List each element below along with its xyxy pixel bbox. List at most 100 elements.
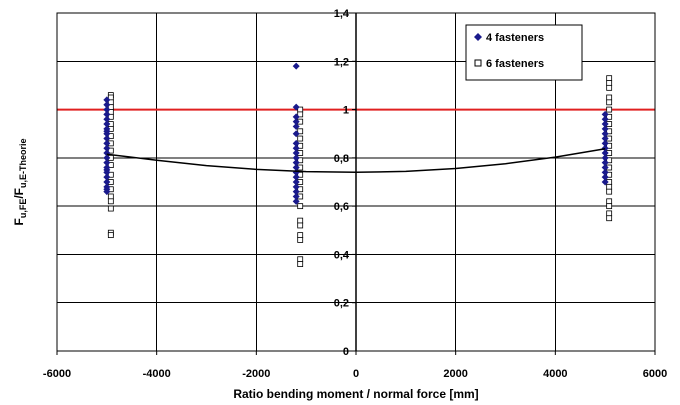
- data-point-4-fasteners: [292, 130, 300, 138]
- data-point-6-fasteners: [297, 237, 304, 243]
- data-point-4-fasteners: [103, 120, 111, 128]
- plot-border: [56, 12, 656, 352]
- data-point-6-fasteners: [297, 171, 304, 178]
- data-point-4-fasteners: [292, 144, 300, 152]
- data-point-4-fasteners: [601, 139, 609, 147]
- data-point-6-fasteners: [107, 162, 114, 169]
- data-point-6-fasteners: [297, 261, 304, 267]
- series-4-fasteners: [103, 62, 609, 205]
- data-point-4-fasteners: [103, 168, 111, 176]
- data-point-6-fasteners: [107, 198, 114, 205]
- y-axis-title-f: F: [12, 218, 26, 225]
- data-point-4-fasteners: [292, 159, 300, 167]
- y-tick-label: 1: [343, 105, 349, 117]
- data-point-4-fasteners: [601, 120, 609, 128]
- data-point-4-fasteners: [601, 159, 609, 167]
- data-point-6-fasteners: [297, 128, 304, 135]
- data-point-6-fasteners: [606, 113, 613, 120]
- data-point-4-fasteners: [292, 183, 300, 191]
- data-point-4-fasteners: [103, 173, 111, 181]
- data-point-6-fasteners: [606, 128, 613, 135]
- data-point-4-fasteners: [103, 188, 111, 196]
- data-point-6-fasteners: [606, 80, 613, 86]
- data-point-4-fasteners: [601, 115, 609, 123]
- data-point-6-fasteners: [606, 210, 613, 217]
- y-axis-title: Fu,FE/Fu,E-Theorie: [12, 138, 28, 225]
- x-tick-label: -2000: [242, 368, 270, 380]
- data-point-4-fasteners: [601, 178, 609, 186]
- y-tick-label: 0: [343, 346, 349, 358]
- data-point-6-fasteners: [107, 232, 114, 239]
- data-point-6-fasteners: [606, 188, 613, 195]
- data-point-4-fasteners: [292, 149, 300, 157]
- data-point-6-fasteners: [297, 256, 304, 263]
- x-tick-label: 2000: [443, 368, 467, 380]
- x-tick-label: -4000: [143, 368, 171, 380]
- trend-line: [106, 147, 606, 174]
- data-point-4-fasteners: [103, 106, 111, 114]
- data-point-4-fasteners: [103, 139, 111, 147]
- legend-diamond-marker: [474, 33, 482, 41]
- data-point-6-fasteners: [606, 171, 613, 178]
- series-6-fasteners: [107, 75, 613, 267]
- y-tick-label: 0,6: [334, 201, 349, 213]
- data-point-6-fasteners: [297, 157, 304, 164]
- data-point-6-fasteners: [297, 111, 304, 118]
- data-point-4-fasteners: [103, 96, 111, 104]
- y-axis-title-sub1: u,FE: [18, 199, 28, 219]
- legend-label-4-fasteners: 4 fasteners: [486, 32, 544, 44]
- data-point-6-fasteners: [606, 203, 613, 210]
- data-point-4-fasteners: [601, 135, 609, 143]
- data-point-6-fasteners: [606, 106, 613, 113]
- trend-line-group: [106, 147, 606, 174]
- x-tick-label: 0: [353, 368, 359, 380]
- y-tick-label: 0,8: [334, 153, 349, 165]
- data-point-4-fasteners: [103, 110, 111, 118]
- x-axis-title: Ratio bending moment / normal force [mm]: [233, 387, 478, 401]
- y-axis-title-mid: /F: [12, 188, 26, 199]
- data-point-6-fasteners: [297, 232, 304, 239]
- data-point-4-fasteners: [103, 130, 111, 138]
- data-point-4-fasteners: [292, 192, 300, 200]
- x-tick-labels: -6000 -4000 -2000 0 2000 4000 6000: [43, 368, 667, 380]
- data-point-4-fasteners: [292, 178, 300, 186]
- data-point-6-fasteners: [297, 203, 304, 210]
- data-point-4-fasteners: [103, 178, 111, 186]
- legend-label-6-fasteners: 6 fasteners: [486, 58, 544, 70]
- data-point-4-fasteners: [601, 130, 609, 138]
- axes: [56, 12, 656, 355]
- legend: 4 fasteners 6 fasteners: [465, 24, 583, 81]
- data-point-4-fasteners: [601, 110, 609, 118]
- data-point-4-fasteners: [292, 62, 300, 70]
- data-point-4-fasteners: [601, 149, 609, 157]
- data-point-4-fasteners: [292, 103, 300, 111]
- data-point-4-fasteners: [292, 122, 300, 130]
- data-point-6-fasteners: [107, 133, 114, 140]
- y-tick-label: 0,2: [334, 298, 349, 310]
- data-point-4-fasteners: [601, 144, 609, 152]
- x-tick-label: 6000: [643, 368, 667, 380]
- data-point-4-fasteners: [292, 197, 300, 205]
- y-tick-label: 1,4: [334, 8, 350, 20]
- data-point-4-fasteners: [601, 173, 609, 181]
- data-point-4-fasteners: [292, 154, 300, 162]
- data-point-6-fasteners: [606, 157, 613, 164]
- data-point-6-fasteners: [107, 205, 114, 212]
- data-point-6-fasteners: [107, 193, 114, 200]
- legend-box: [465, 24, 583, 81]
- data-point-4-fasteners: [292, 139, 300, 147]
- data-point-4-fasteners: [103, 135, 111, 143]
- data-point-6-fasteners: [297, 217, 304, 224]
- x-tick-label: 4000: [543, 368, 567, 380]
- data-point-6-fasteners: [297, 135, 304, 142]
- data-point-6-fasteners: [606, 142, 613, 149]
- data-point-6-fasteners: [606, 215, 613, 222]
- data-point-4-fasteners: [601, 168, 609, 176]
- data-point-4-fasteners: [601, 164, 609, 172]
- data-point-6-fasteners: [606, 99, 613, 106]
- data-point-6-fasteners: [297, 222, 304, 229]
- data-point-6-fasteners: [107, 147, 114, 154]
- data-point-4-fasteners: [103, 115, 111, 123]
- data-point-6-fasteners: [297, 186, 304, 193]
